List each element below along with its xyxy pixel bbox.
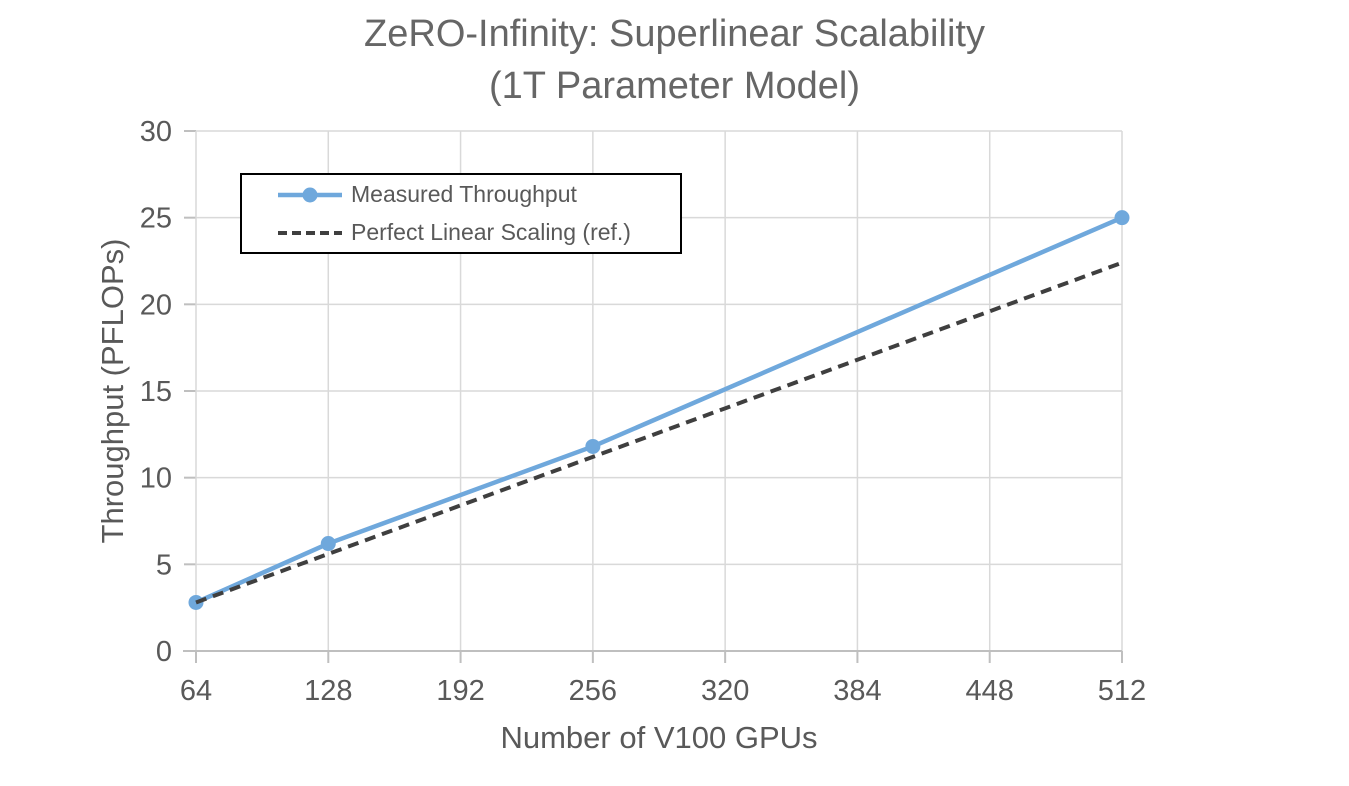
measured-throughput-line <box>195 215 1123 605</box>
y-tick-label: 0 <box>156 636 172 668</box>
chart-title-line-2: (1T Parameter Model) <box>489 65 860 107</box>
measured-data-point <box>1114 210 1130 226</box>
dashed-line-swatch-icon <box>278 230 342 235</box>
y-tick-label: 5 <box>156 549 172 581</box>
chart-title-line-1: ZeRO-Infinity: Superlinear Scalability <box>364 13 985 55</box>
x-tick-label: 128 <box>304 675 352 707</box>
legend: Measured Throughput Perfect Linear Scali… <box>240 173 682 254</box>
legend-label-measured: Measured Throughput <box>351 181 577 207</box>
measured-data-point <box>585 438 601 454</box>
x-tick-label: 512 <box>1098 675 1146 707</box>
legend-label-perfect-linear: Perfect Linear Scaling (ref.) <box>351 219 631 245</box>
y-tick-label: 20 <box>140 289 172 321</box>
y-tick-label: 10 <box>140 463 172 495</box>
x-tick-label: 448 <box>966 675 1014 707</box>
x-tick-label: 192 <box>436 675 484 707</box>
x-tick-label: 256 <box>569 675 617 707</box>
y-tick-label: 25 <box>140 203 172 235</box>
x-axis-label: Number of V100 GPUs <box>500 720 818 755</box>
x-tick-label: 64 <box>180 675 212 707</box>
chart-title: ZeRO-Infinity: Superlinear Scalability (… <box>0 8 1349 112</box>
perfect-linear-scaling-line <box>195 260 1123 605</box>
legend-item-perfect-linear-scaling: Perfect Linear Scaling (ref.) <box>278 214 680 252</box>
measured-data-point <box>320 536 336 552</box>
x-tick-label: 384 <box>833 675 881 707</box>
legend-item-measured-throughput: Measured Throughput <box>278 176 680 214</box>
x-tick-label: 320 <box>701 675 749 707</box>
y-tick-label: 15 <box>140 376 172 408</box>
y-tick-label: 30 <box>140 116 172 148</box>
y-axis-label: Throughput (PFLOPs) <box>95 238 130 544</box>
measured-line-swatch-icon <box>278 187 342 202</box>
